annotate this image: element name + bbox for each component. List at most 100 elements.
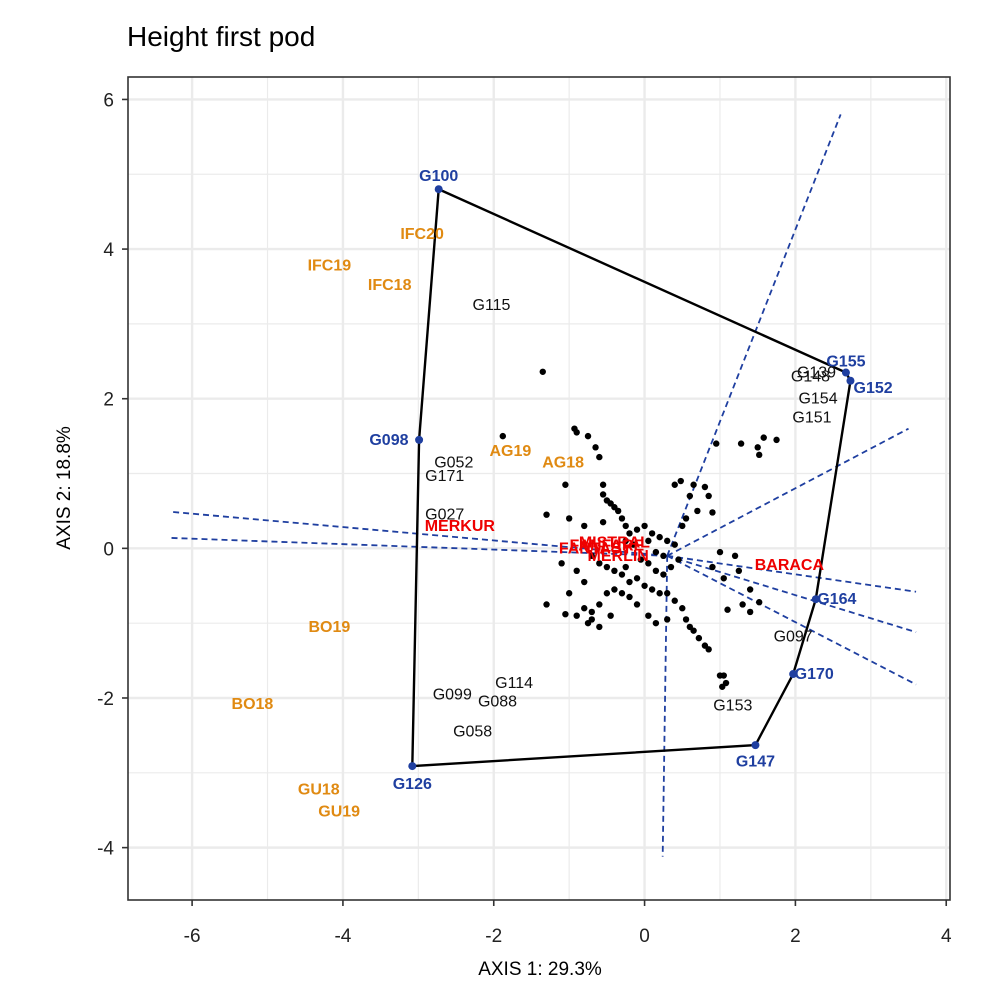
vertex-point (751, 741, 760, 750)
genotype-point (656, 533, 663, 541)
y-axis-label: AXIS 2: 18.8% (54, 426, 75, 550)
genotype-point (611, 567, 618, 574)
genotype-point (754, 444, 761, 451)
genotype-point (592, 444, 599, 451)
check-label: BARACA (755, 557, 825, 574)
plot-area (128, 77, 950, 900)
vertex-point (415, 435, 424, 444)
genotype-point (735, 567, 743, 574)
plot-background (128, 77, 950, 900)
genotype-point (701, 483, 709, 491)
genotype-label: G148 (791, 368, 830, 385)
vertex-label: G170 (795, 666, 834, 683)
genotype-point (499, 432, 507, 440)
environment-label: BO18 (232, 696, 274, 713)
sector-ray (169, 536, 668, 557)
genotype-point (731, 552, 739, 560)
vertex-label: G147 (736, 754, 775, 771)
genotype-point (573, 612, 580, 619)
genotype-point (679, 522, 686, 530)
genotype-label: G058 (453, 724, 492, 741)
genotype-point (565, 590, 573, 597)
check-label: FANTASY (559, 540, 633, 557)
genotype-point (645, 537, 652, 545)
genotype-point (603, 590, 611, 597)
genotype-point (599, 481, 607, 488)
x-tick-label: 2 (790, 926, 801, 947)
vertex-label: G098 (369, 432, 408, 449)
vertex-point (789, 670, 798, 679)
vertex-point (408, 762, 417, 771)
x-tick-label: -6 (184, 926, 201, 947)
genotype-point (626, 530, 633, 537)
genotype-point (664, 616, 671, 623)
genotype-point (719, 683, 726, 690)
genotype-point (588, 552, 595, 560)
genotype-points (408, 185, 855, 771)
genotype-point (562, 481, 569, 488)
genotype-point (581, 522, 588, 530)
y-tick-label: 0 (103, 539, 114, 560)
vertex-point (434, 185, 443, 194)
genotype-point (773, 436, 780, 444)
vertex-point (841, 368, 850, 377)
genotype-point (705, 492, 712, 500)
genotype-point (641, 582, 648, 589)
genotype-point (664, 590, 671, 597)
genotype-point (622, 563, 629, 571)
genotype-point (709, 509, 716, 516)
genotype-point (645, 612, 652, 619)
genotype-point (705, 646, 712, 653)
sector-rays (169, 114, 917, 857)
genotype-point (724, 606, 731, 613)
plot-frame (127, 76, 951, 901)
axis-ticks: -6 -4 -2 0 2 4 -4 -2 0 2 4 6 (97, 90, 952, 947)
genotype-point (686, 492, 694, 500)
check-label: MERKUR (425, 518, 496, 535)
vertex-label: G155 (826, 353, 865, 370)
genotype-label: G115 (473, 297, 511, 314)
genotype-point (611, 586, 618, 593)
y-tick-label: 2 (103, 390, 114, 411)
genotype-point (573, 429, 580, 436)
genotype-point (596, 560, 603, 567)
genotype-point (652, 567, 660, 574)
vertex-point (811, 595, 820, 604)
plot-border (127, 76, 951, 901)
x-tick-label: -4 (334, 926, 351, 947)
genotype-point (584, 432, 592, 440)
genotype-label: G171 (425, 468, 464, 485)
genotype-point (618, 515, 626, 522)
genotype-point (599, 491, 607, 498)
genotype-point (626, 593, 633, 601)
genotype-point (671, 597, 678, 604)
genotype-point (622, 537, 629, 545)
vertex-label: G100 (419, 168, 458, 185)
genotype-point (652, 548, 660, 556)
genotype-label: G153 (713, 697, 752, 714)
genotype-point (573, 567, 580, 574)
genotype-point (660, 552, 667, 560)
grid-lines (128, 77, 950, 900)
genotype-point (677, 477, 684, 485)
genotype-point (641, 522, 648, 530)
genotype-point (603, 563, 611, 571)
genotype-point (543, 601, 550, 608)
genotype-point (671, 541, 678, 548)
genotype-point (618, 571, 626, 578)
genotype-point (679, 605, 686, 612)
sector-ray (666, 554, 917, 634)
genotype-point (614, 507, 622, 515)
genotype-point (584, 619, 592, 627)
genotype-point (660, 571, 667, 578)
genotype-point (648, 586, 656, 593)
sector-ray (666, 114, 842, 557)
sector-ray (666, 555, 917, 686)
check-label: MERLIN (588, 548, 649, 565)
environment-label: AG19 (489, 443, 531, 460)
genotype-point (682, 515, 690, 522)
environment-label: IFC20 (400, 226, 444, 243)
environment-label: BO19 (308, 619, 350, 636)
genotype-point (760, 434, 767, 441)
